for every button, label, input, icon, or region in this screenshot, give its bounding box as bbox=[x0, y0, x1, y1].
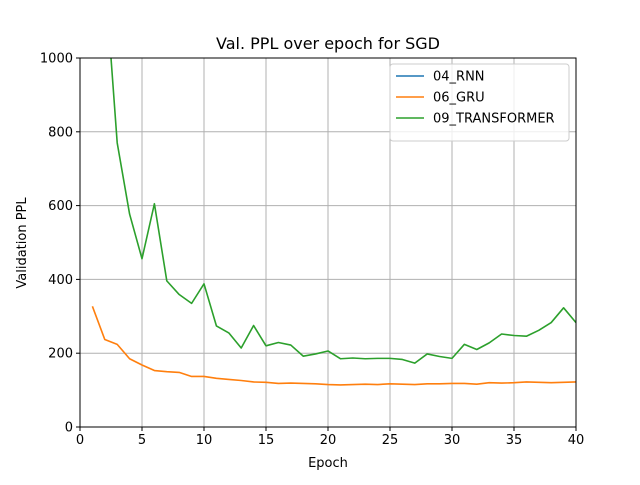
series-line-09-transformer bbox=[110, 58, 576, 364]
x-tick-label: 35 bbox=[506, 433, 523, 448]
x-tick-label: 5 bbox=[138, 433, 146, 448]
legend: 04_RNN 06_GRU 09_TRANSFORMER bbox=[389, 63, 570, 142]
y-tick-label: 1000 bbox=[40, 52, 73, 67]
y-axis-label: Validation PPL bbox=[15, 197, 30, 289]
y-tick-label: 600 bbox=[48, 199, 73, 214]
series-line-06-gru bbox=[91, 306, 576, 386]
y-tick-label: 0 bbox=[65, 421, 73, 436]
series-lines bbox=[91, 58, 576, 386]
x-axis-label: Epoch bbox=[308, 456, 348, 471]
x-tick-label: 25 bbox=[382, 433, 399, 448]
legend-label: 06_GRU bbox=[433, 91, 485, 106]
chart-title: Val. PPL over epoch for SGD bbox=[216, 34, 440, 53]
legend-label: 09_TRANSFORMER bbox=[433, 112, 555, 127]
x-tick-label: 30 bbox=[444, 433, 461, 448]
legend-label: 04_RNN bbox=[433, 70, 485, 85]
legend-box bbox=[389, 63, 570, 142]
y-tick-label: 800 bbox=[48, 125, 73, 140]
x-tick-label: 10 bbox=[196, 433, 213, 448]
x-tick-label: 0 bbox=[76, 433, 84, 448]
y-tick-label: 400 bbox=[48, 273, 73, 288]
x-tick-label: 15 bbox=[258, 433, 275, 448]
x-tick-label: 20 bbox=[320, 433, 337, 448]
y-tick-label: 200 bbox=[48, 347, 73, 362]
x-tick-label: 40 bbox=[568, 433, 585, 448]
